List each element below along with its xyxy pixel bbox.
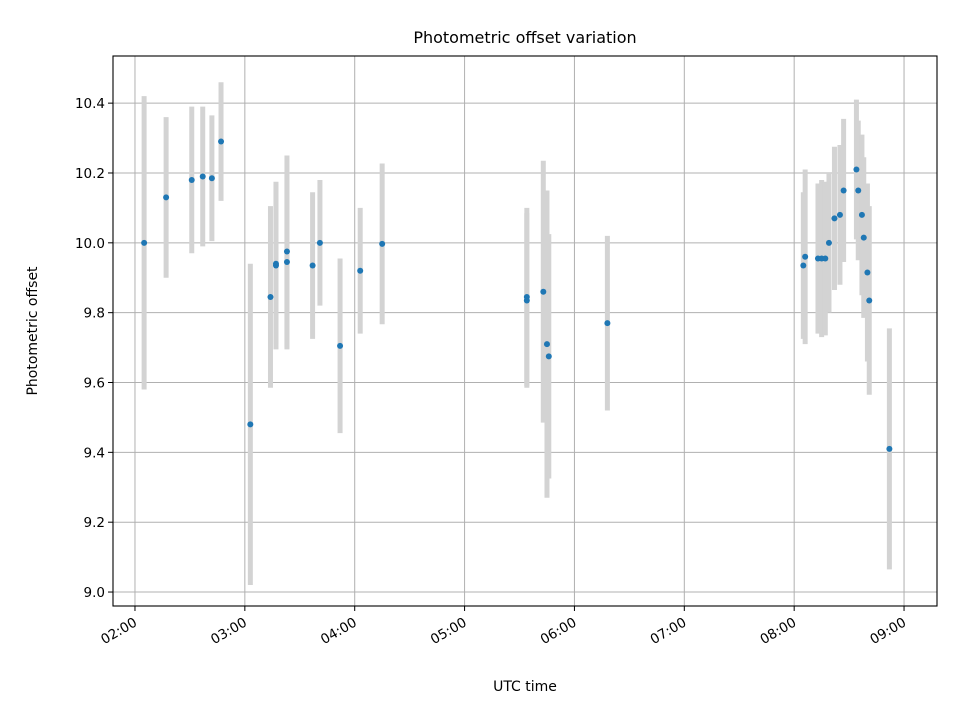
data-point bbox=[540, 288, 547, 295]
data-point bbox=[831, 215, 838, 222]
data-point bbox=[188, 176, 195, 183]
data-point bbox=[543, 341, 550, 348]
data-point bbox=[337, 342, 344, 349]
data-point bbox=[822, 255, 829, 262]
data-point bbox=[855, 187, 862, 194]
data-point bbox=[853, 166, 860, 173]
data-point bbox=[267, 293, 274, 300]
data-point bbox=[379, 240, 386, 247]
y-tick-label: 10.2 bbox=[75, 166, 105, 182]
y-axis: 9.0 9.2 9.4 9.6 9.8 10.0 10.2 10.4 bbox=[75, 96, 113, 601]
data-point bbox=[860, 234, 867, 241]
data-point bbox=[800, 262, 807, 269]
data-point bbox=[247, 421, 254, 428]
y-tick-label: 9.4 bbox=[84, 445, 105, 461]
y-tick-label: 10.0 bbox=[75, 236, 105, 252]
data-point bbox=[864, 269, 871, 276]
y-tick-label: 10.4 bbox=[75, 96, 105, 112]
data-point bbox=[357, 267, 364, 274]
chart-title: Photometric offset variation bbox=[413, 28, 636, 47]
data-point bbox=[825, 239, 832, 246]
data-point bbox=[866, 297, 873, 304]
x-axis-label: UTC time bbox=[493, 679, 557, 695]
data-point bbox=[604, 320, 611, 327]
data-point bbox=[141, 239, 148, 246]
data-point bbox=[523, 297, 530, 304]
data-point bbox=[283, 248, 290, 255]
data-point bbox=[208, 175, 215, 182]
data-point bbox=[272, 262, 279, 269]
data-point bbox=[836, 211, 843, 218]
data-point bbox=[858, 211, 865, 218]
y-tick-label: 9.8 bbox=[84, 306, 105, 322]
plot-frame bbox=[112, 55, 938, 607]
data-point bbox=[840, 187, 847, 194]
y-axis-label: Photometric offset bbox=[25, 266, 41, 396]
data-point bbox=[316, 239, 323, 246]
data-point bbox=[886, 445, 893, 452]
data-point bbox=[802, 253, 809, 260]
data-points bbox=[141, 138, 893, 452]
data-point bbox=[545, 353, 552, 360]
data-point bbox=[218, 138, 225, 145]
y-tick-label: 9.6 bbox=[84, 376, 105, 392]
data-point bbox=[199, 173, 206, 180]
y-tick-label: 9.0 bbox=[84, 585, 105, 601]
data-point bbox=[309, 262, 316, 269]
data-point bbox=[283, 259, 290, 266]
y-tick-label: 9.2 bbox=[84, 515, 105, 531]
data-point bbox=[163, 194, 170, 201]
